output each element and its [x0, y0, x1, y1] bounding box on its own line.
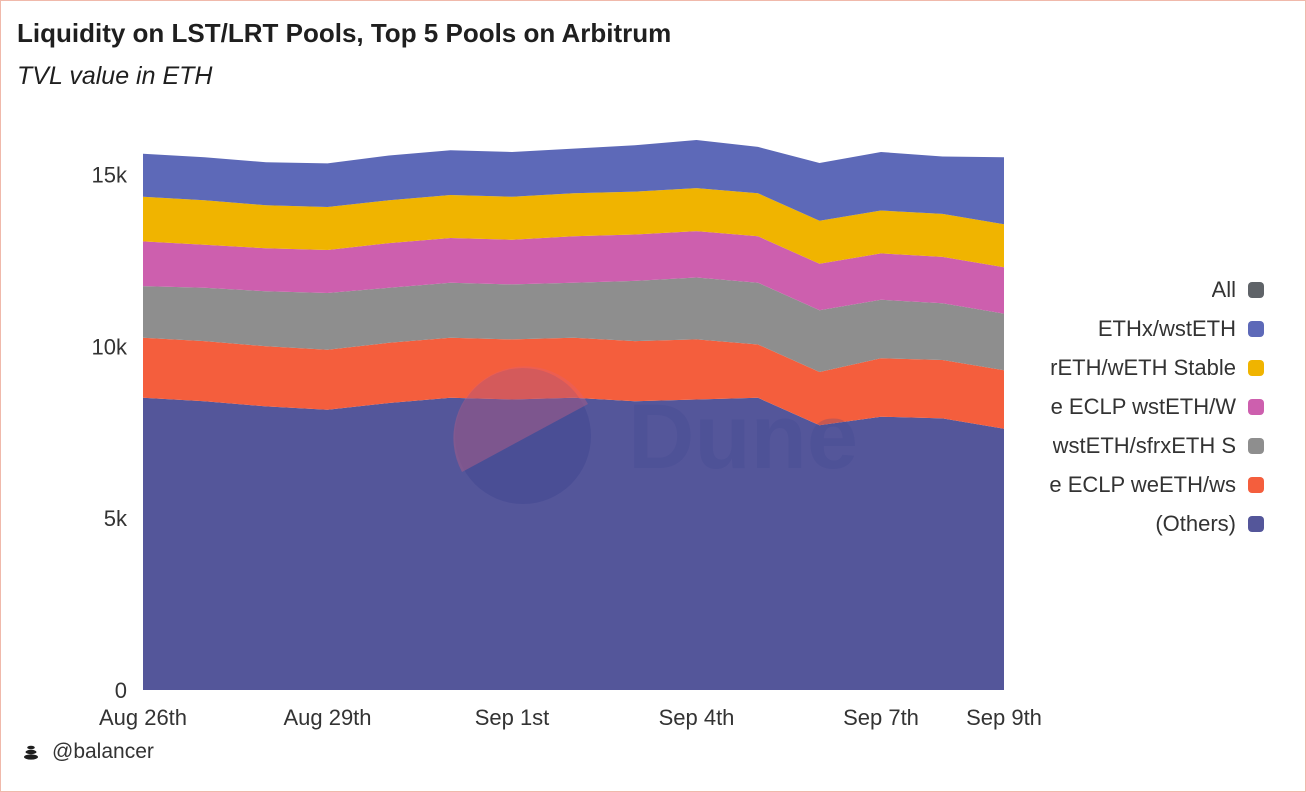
- chart-subtitle: TVL value in ETH: [17, 62, 213, 90]
- area-e-eclp-weeth-ws[interactable]: [143, 337, 1004, 429]
- legend-label: (Others): [1155, 510, 1236, 536]
- x-tick-label: Aug 26th: [99, 705, 187, 730]
- area-reth-weth-stable[interactable]: [143, 188, 1004, 268]
- legend-swatch: [1248, 359, 1264, 376]
- legend-item[interactable]: e ECLP weETH/ws: [1004, 465, 1264, 504]
- x-axis: Aug 26th Aug 29th Sep 1st Sep 4th Sep 7th Sep…: [99, 705, 1042, 730]
- area-wsteth-sfrxeth-s[interactable]: [143, 277, 1004, 373]
- area-series-group: [143, 140, 1004, 690]
- footer-username: @balancer: [52, 740, 154, 763]
- y-tick-label: 15k: [92, 162, 128, 187]
- footer: @balancer: [22, 740, 154, 764]
- legend-label: e ECLP wstETH/W: [1050, 393, 1236, 419]
- area-ethx-wsteth[interactable]: [143, 140, 1004, 225]
- area-others[interactable]: [143, 397, 1004, 690]
- balancer-logo-icon: [24, 745, 38, 760]
- chart-title: Liquidity on LST/LRT Pools, Top 5 Pools …: [17, 18, 672, 48]
- legend-item[interactable]: wstETH/sfrxETH S: [1004, 426, 1264, 465]
- legend-label: wstETH/sfrxETH S: [1052, 432, 1236, 458]
- dune-logo-icon: [455, 368, 591, 504]
- legend-swatch: [1248, 320, 1264, 337]
- watermark-text: Dune: [628, 386, 858, 488]
- dune-watermark: Dune: [453, 366, 858, 504]
- legend-label: All: [1211, 276, 1236, 302]
- area-e-eclp-wsteth-w[interactable]: [143, 231, 1004, 314]
- legend-item[interactable]: All: [1004, 270, 1264, 309]
- y-axis: 0 5k 10k 15k: [92, 162, 128, 703]
- legend-label: e ECLP weETH/ws: [1049, 471, 1236, 497]
- legend-item[interactable]: (Others): [1004, 504, 1264, 543]
- x-tick-label: Sep 9th: [966, 705, 1042, 730]
- legend-swatch: [1248, 398, 1264, 415]
- y-tick-label: 0: [115, 678, 127, 703]
- legend-item[interactable]: ETHx/wstETH: [1004, 309, 1264, 348]
- chart-legend: All ETHx/wstETH rETH/wETH Stable e ECLP wst…: [1004, 270, 1264, 543]
- x-tick-label: Sep 1st: [475, 705, 550, 730]
- legend-item[interactable]: e ECLP wstETH/W: [1004, 387, 1264, 426]
- legend-swatch: [1248, 515, 1264, 532]
- legend-label: rETH/wETH Stable: [1050, 354, 1236, 380]
- y-tick-label: 5k: [104, 506, 128, 531]
- x-tick-label: Sep 7th: [843, 705, 919, 730]
- x-tick-label: Aug 29th: [283, 705, 371, 730]
- dune-logo-accent: [453, 366, 588, 472]
- x-tick-label: Sep 4th: [659, 705, 735, 730]
- legend-swatch: [1248, 476, 1264, 493]
- legend-swatch: [1248, 437, 1264, 454]
- y-tick-label: 10k: [92, 334, 128, 359]
- legend-item[interactable]: rETH/wETH Stable: [1004, 348, 1264, 387]
- legend-swatch: [1248, 281, 1264, 298]
- legend-label: ETHx/wstETH: [1097, 315, 1236, 341]
